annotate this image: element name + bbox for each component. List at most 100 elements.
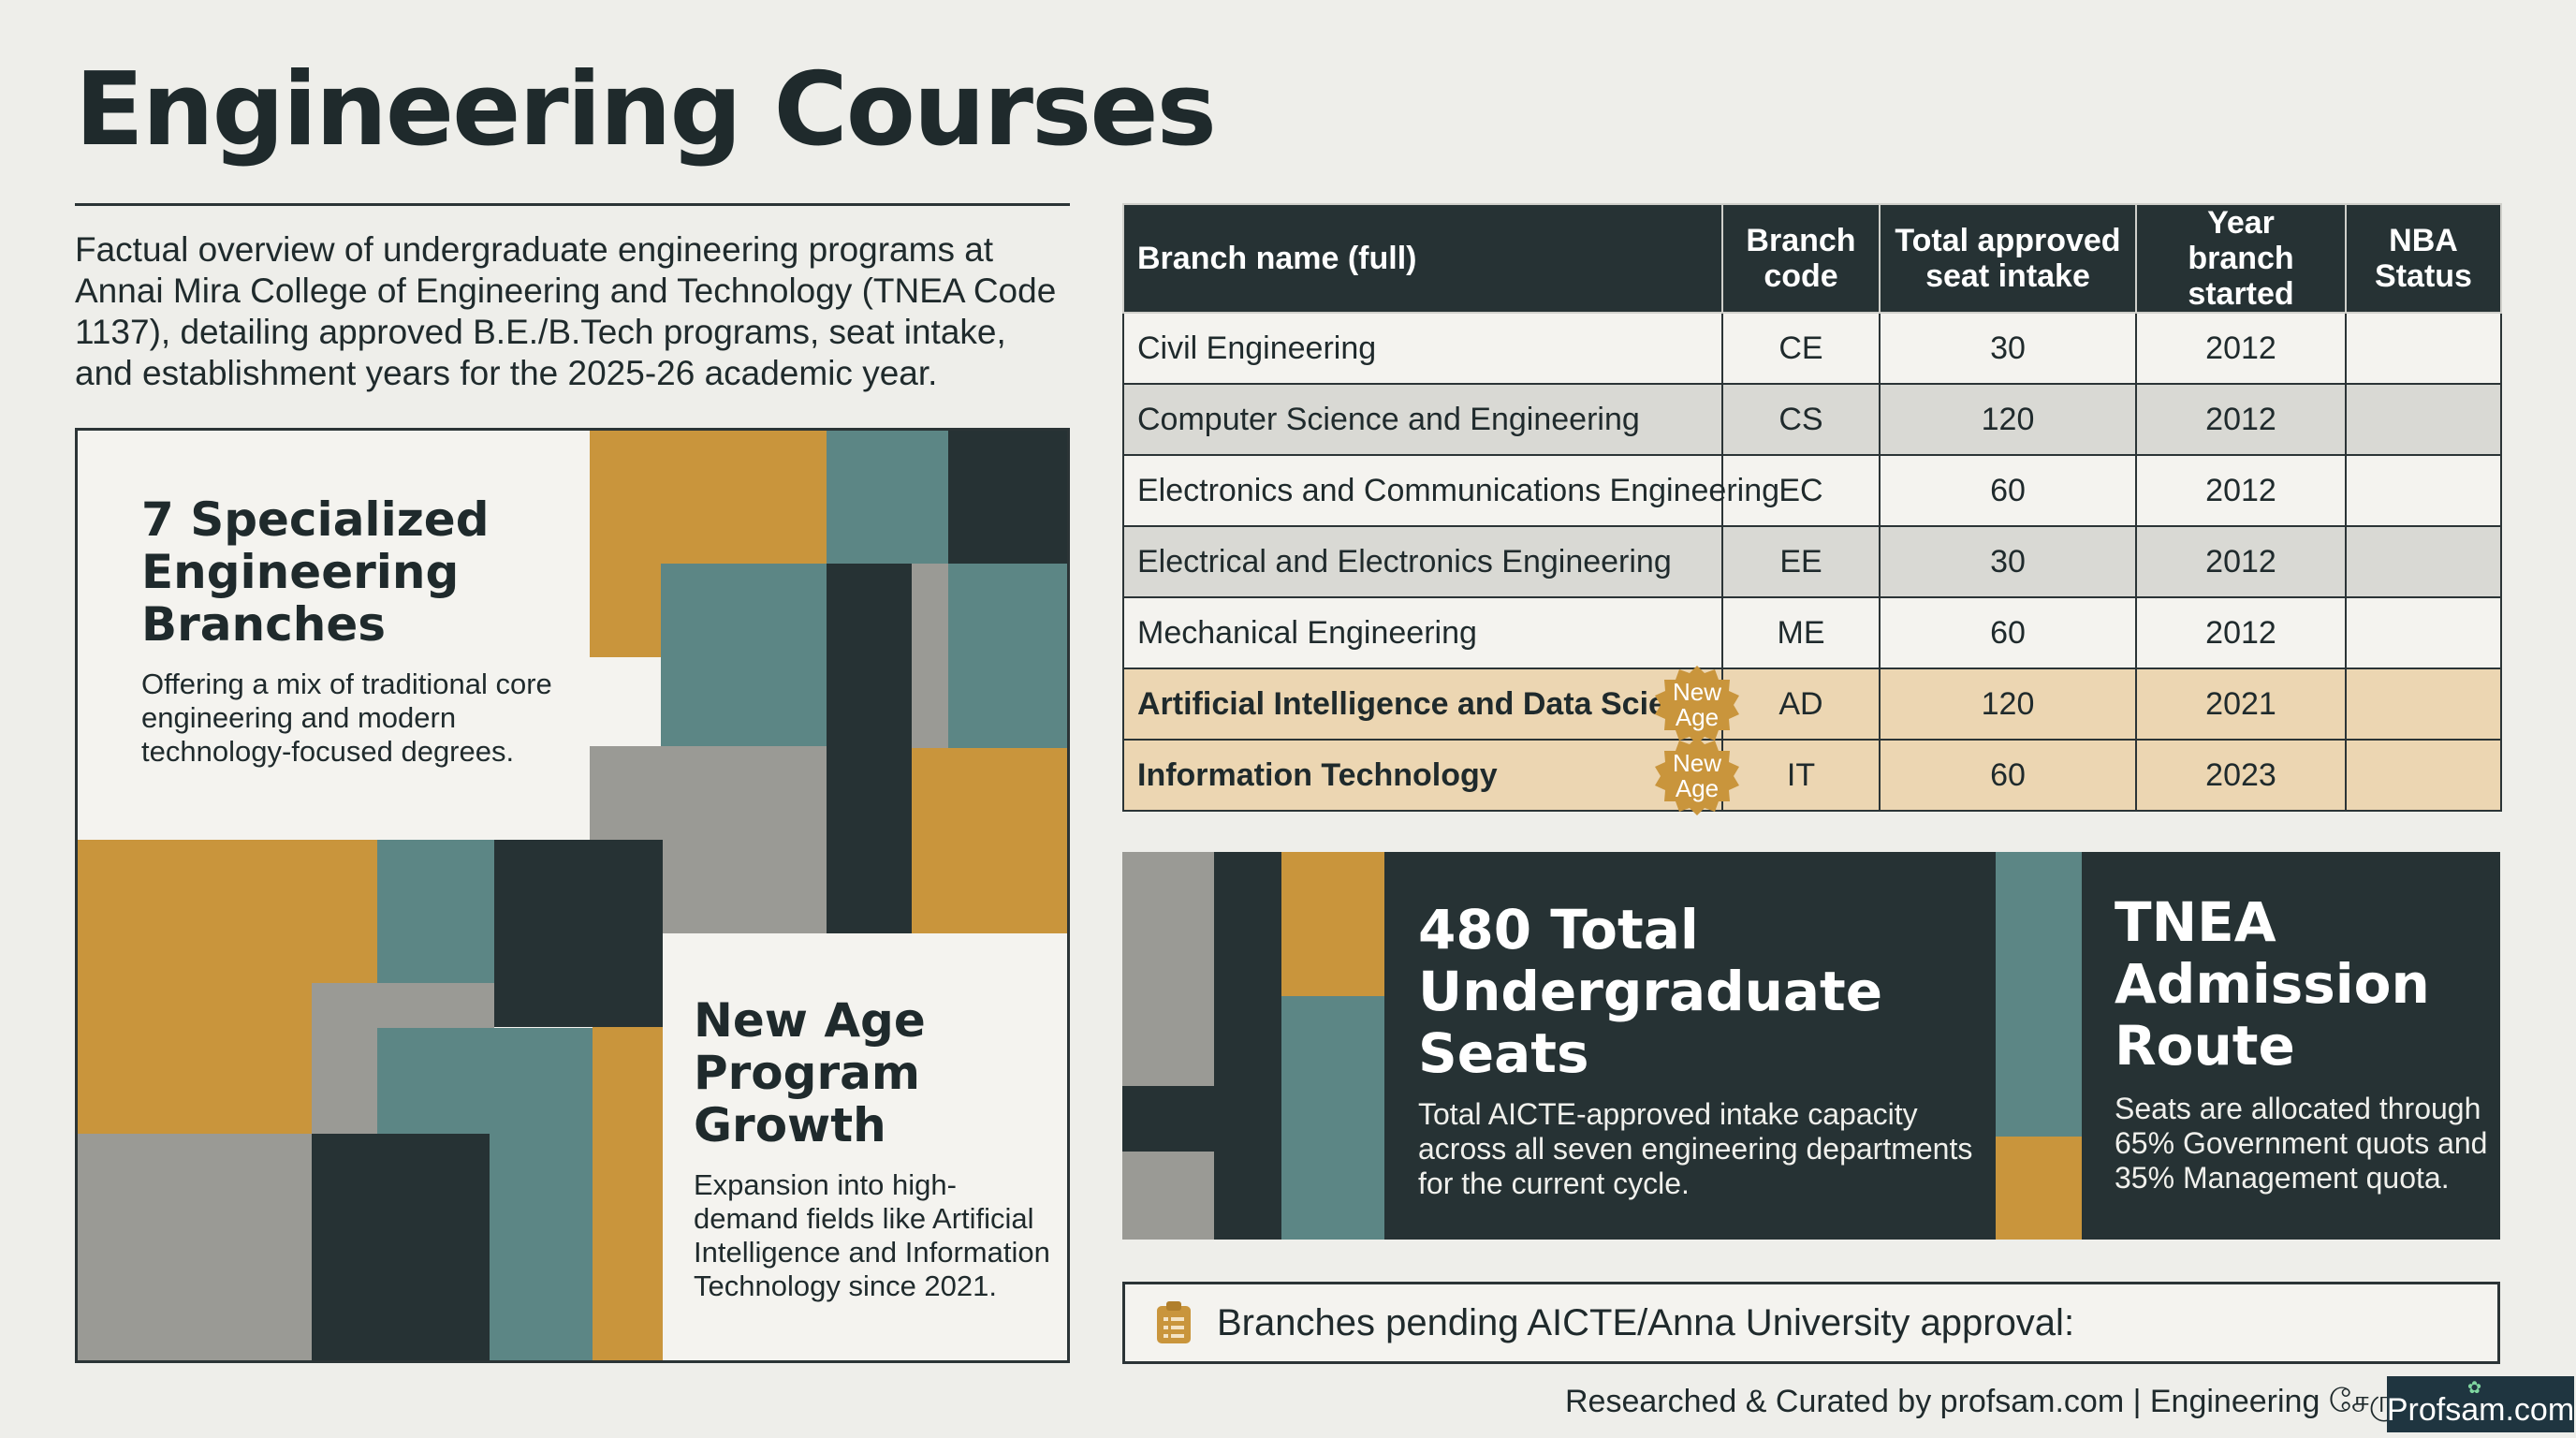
nba-cell <box>2345 312 2502 385</box>
decor-block <box>912 748 1067 933</box>
decor-block <box>1214 852 1281 919</box>
total-seats-text: Total AICTE-approved intake capacity acr… <box>1418 1097 1973 1200</box>
stats-panel: 480 Total Undergraduate Seats Total AICT… <box>1122 852 2500 1240</box>
growth-card: New Age Program Growth Expansion into hi… <box>663 933 1067 1360</box>
leaf-icon: ✿ <box>2467 1378 2482 1397</box>
intake-cell: 30 <box>1879 312 2137 385</box>
col-header-nba-status: NBA Status <box>2345 203 2502 314</box>
nba-cell <box>2345 525 2502 598</box>
decor-block <box>827 431 948 564</box>
decor-block <box>1996 1137 2082 1240</box>
branch-name-cell: Artificial Intelligence and Data Science… <box>1122 666 1739 744</box>
decor-block <box>78 1134 312 1360</box>
intake-cell: 30 <box>1879 525 2137 598</box>
total-seats-heading: 480 Total Undergraduate Seats <box>1418 898 1883 1085</box>
branch-code-cell: CS <box>1721 383 1881 456</box>
intro-paragraph: Factual overview of undergraduate engine… <box>75 230 1057 392</box>
mosaic-panel: 7 Specialized Engineering Branches Offer… <box>75 428 1070 1363</box>
intake-cell: 60 <box>1879 596 2137 669</box>
year-cell: 2012 <box>2135 525 2347 598</box>
intake-cell: 60 <box>1879 454 2137 527</box>
decor-block <box>1122 1152 1214 1240</box>
branch-table: Branch name (full) Branch code Total app… <box>1122 203 2502 815</box>
badge-label: New Age <box>1672 749 1721 802</box>
nba-cell <box>2345 596 2502 669</box>
seal-icon <box>1655 737 1739 815</box>
pending-approval-bar: Branches pending AICTE/Anna University a… <box>1122 1282 2500 1364</box>
col-header-year-started: Year branch started <box>2135 203 2347 314</box>
col-header-branch-code: Branch code <box>1721 203 1881 314</box>
clipboard-icon <box>1157 1301 1191 1343</box>
nba-cell <box>2345 739 2502 812</box>
branches-heading: 7 Specialized Engineering Branches <box>141 492 490 652</box>
brand-logo-text: Profsam.com <box>2386 1392 2575 1428</box>
table-header-row: Branch name (full) Branch code Total app… <box>1122 203 2502 314</box>
branches-card: 7 Specialized Engineering Branches Offer… <box>78 431 590 840</box>
nba-cell <box>2345 668 2502 741</box>
new-age-badge: New Age <box>1648 666 1746 744</box>
branch-name-cell: Information Technology New Age <box>1122 737 1739 815</box>
table-row: Information Technology New Age IT 60 202… <box>1122 737 2502 815</box>
title-divider <box>75 203 1070 206</box>
decor-block <box>1122 1086 1281 1152</box>
decor-block <box>377 840 494 983</box>
badge-label: New Age <box>1672 678 1721 731</box>
branch-name-cell: Mechanical Engineering <box>1122 596 1723 669</box>
decor-block <box>1122 852 1214 1086</box>
table-row: Artificial Intelligence and Data Science… <box>1122 666 2502 744</box>
branch-code-cell: CE <box>1721 312 1881 385</box>
year-cell: 2021 <box>2135 668 2347 741</box>
table-row: Electrical and Electronics Engineering E… <box>1122 525 2502 598</box>
decor-block <box>827 564 912 933</box>
decor-block <box>1281 996 1384 1240</box>
table-row: Mechanical Engineering ME 60 2012 <box>1122 596 2502 669</box>
col-header-branch-name: Branch name (full) <box>1122 203 1723 314</box>
growth-heading: New Age Program Growth <box>694 993 926 1152</box>
year-cell: 2012 <box>2135 383 2347 456</box>
branch-name-text: Information Technology <box>1137 756 1498 793</box>
branches-text: Offering a mix of traditional core engin… <box>141 668 552 768</box>
footer-credit: Researched & Curated by profsam.com | En… <box>1565 1384 2447 1419</box>
decor-block <box>661 564 827 746</box>
decor-block <box>1281 852 1384 996</box>
decor-block <box>312 1028 377 1134</box>
decor-block <box>1996 852 2082 1137</box>
intake-cell: 120 <box>1879 383 2137 456</box>
branch-name-cell: Computer Science and Engineering <box>1122 383 1723 456</box>
pending-text: Branches pending AICTE/Anna University a… <box>1217 1301 2075 1343</box>
decor-block <box>912 564 948 748</box>
decor-block <box>312 1134 490 1360</box>
nba-cell <box>2345 454 2502 527</box>
seal-icon <box>1655 666 1739 744</box>
branch-name-cell: Electronics and Communications Engineeri… <box>1122 454 1779 527</box>
branch-code-cell: EE <box>1721 525 1881 598</box>
decor-block <box>948 564 1067 748</box>
growth-text: Expansion into high-demand fields like A… <box>694 1168 1050 1302</box>
table-row: Civil Engineering CE 30 2012 <box>1122 312 2502 385</box>
branch-code-cell: AD <box>1721 668 1881 741</box>
branch-name-text: Artificial Intelligence and Data Science <box>1137 685 1721 722</box>
decor-block <box>312 983 494 1028</box>
decor-block <box>494 840 663 1027</box>
admission-text: Seats are allocated through 65% Governme… <box>2115 1092 2488 1195</box>
intake-cell: 60 <box>1879 739 2137 812</box>
table-row: Electronics and Communications Engineeri… <box>1122 454 2502 527</box>
year-cell: 2012 <box>2135 596 2347 669</box>
year-cell: 2012 <box>2135 454 2347 527</box>
nba-cell <box>2345 383 2502 456</box>
page-title: Engineering Courses <box>75 51 1217 169</box>
year-cell: 2012 <box>2135 312 2347 385</box>
year-cell: 2023 <box>2135 739 2347 812</box>
admission-heading: TNEA Admission Route <box>2115 890 2430 1078</box>
branch-name-cell: Civil Engineering <box>1122 312 1723 385</box>
branch-code-cell: ME <box>1721 596 1881 669</box>
branch-code-cell: EC <box>1721 454 1881 527</box>
intake-cell: 120 <box>1879 668 2137 741</box>
col-header-seat-intake: Total approved seat intake <box>1879 203 2137 314</box>
decor-block <box>593 1027 663 1360</box>
new-age-badge: New Age <box>1648 737 1746 815</box>
branch-code-cell: IT <box>1721 739 1881 812</box>
table-row: Computer Science and Engineering CS 120 … <box>1122 383 2502 456</box>
decor-block <box>948 431 1067 564</box>
brand-logo[interactable]: ✿ Profsam.com <box>2387 1376 2574 1432</box>
